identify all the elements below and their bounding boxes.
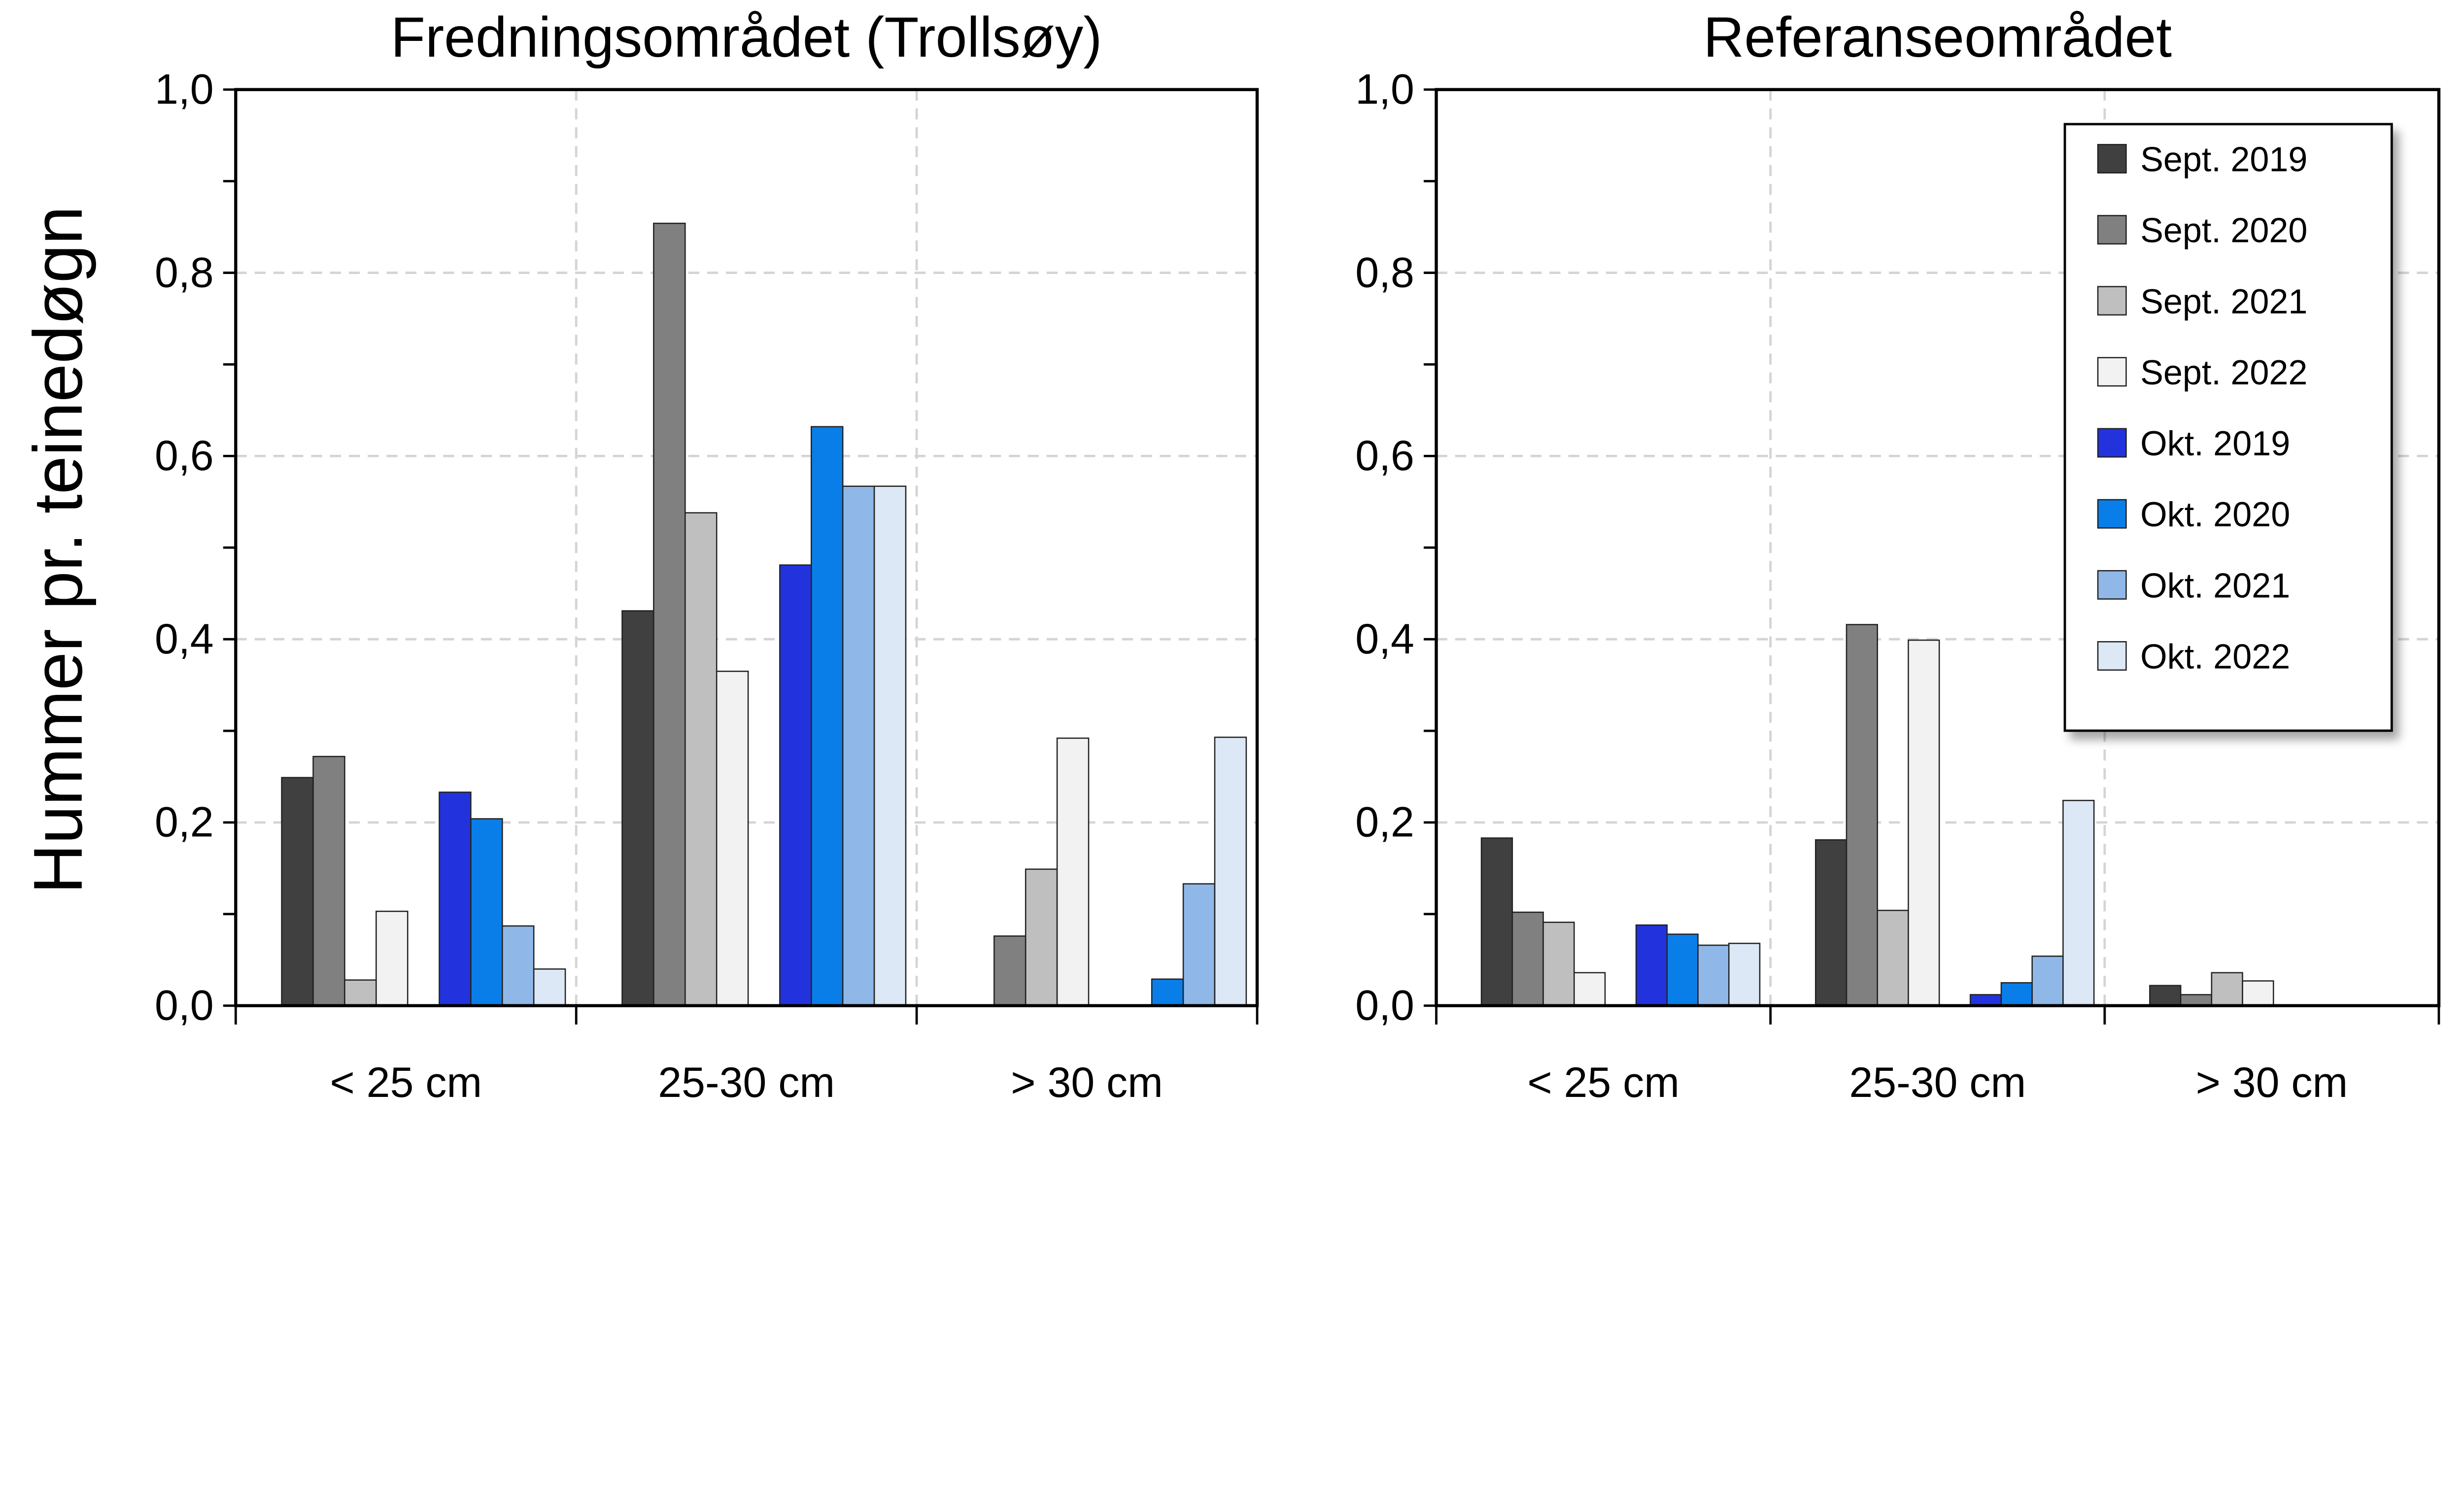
bar-okt-2022-1 bbox=[2062, 800, 2095, 1007]
bar-okt-2021-1 bbox=[2031, 955, 2064, 1007]
legend-swatch bbox=[2097, 428, 2127, 458]
bar-sept-2022-1 bbox=[1908, 639, 1940, 1007]
legend-label: Okt. 2022 bbox=[2140, 637, 2290, 676]
bar-sept-2022-2 bbox=[2242, 980, 2274, 1007]
legend: Sept. 2019 Sept. 2020 Sept. 2021 Sept. 2022… bbox=[2063, 123, 2393, 732]
bar-sept-2021-1 bbox=[684, 512, 718, 1007]
y-tick-label: 0,4 bbox=[1355, 615, 1414, 663]
legend-swatch bbox=[2097, 499, 2127, 529]
bar-sept-2022-1 bbox=[716, 670, 749, 1007]
legend-swatch bbox=[2097, 215, 2127, 245]
legend-swatch bbox=[2097, 286, 2127, 316]
y-tick-label: 0,4 bbox=[155, 615, 214, 663]
bar-sept-2020-2 bbox=[2180, 994, 2213, 1007]
x-tick-label: < 25 cm bbox=[330, 1059, 482, 1106]
legend-label: Okt. 2021 bbox=[2140, 566, 2290, 605]
legend-label: Sept. 2021 bbox=[2140, 282, 2307, 321]
bar-okt-2022-2 bbox=[1214, 736, 1247, 1007]
panel-fredningsomradet: Fredningsområdet (Trollsøy) 0,0 0,2 0,4 0,6 0… bbox=[155, 6, 1259, 1106]
y-tick-label: 0,2 bbox=[1355, 799, 1414, 846]
bar-sept-2021-2 bbox=[2211, 972, 2243, 1007]
x-tick-label: < 25 cm bbox=[1527, 1059, 1679, 1106]
legend-swatch bbox=[2097, 641, 2127, 671]
bar-okt-2020-0 bbox=[470, 818, 503, 1007]
y-tick-label: 0,8 bbox=[155, 249, 214, 296]
bar-sept-2019-1 bbox=[1814, 839, 1848, 1007]
legend-label: Sept. 2020 bbox=[2140, 211, 2307, 250]
legend-swatch bbox=[2097, 357, 2127, 387]
bar-sept-2022-2 bbox=[1056, 737, 1090, 1007]
y-tick-label: 0,8 bbox=[1355, 249, 1414, 296]
legend-label: Okt. 2020 bbox=[2140, 495, 2290, 534]
bar-okt-2021-0 bbox=[502, 925, 535, 1007]
panel-referanseomradet: Referanseområdet 0,0 0,2 0,4 0,6 0,8 1,0 < 25 c… bbox=[1355, 6, 2441, 1106]
y-tick-label: 0,0 bbox=[1355, 982, 1414, 1029]
bar-okt-2022-0 bbox=[1728, 943, 1761, 1007]
bar-sept-2020-0 bbox=[1511, 911, 1544, 1007]
bar-okt-2019-0 bbox=[1635, 924, 1668, 1007]
bar-sept-2021-0 bbox=[1542, 921, 1575, 1007]
bar-sept-2021-1 bbox=[1877, 910, 1909, 1007]
bar-okt-2019-0 bbox=[439, 791, 472, 1007]
bar-sept-2019-1 bbox=[621, 610, 654, 1007]
legend-label: Sept. 2019 bbox=[2140, 140, 2307, 179]
bar-okt-2019-1 bbox=[1969, 994, 2002, 1007]
y-tick-label: 0,6 bbox=[1355, 432, 1414, 479]
y-tick-label: 0,0 bbox=[155, 982, 214, 1029]
bar-sept-2020-1 bbox=[1846, 624, 1878, 1007]
bar-sept-2022-0 bbox=[376, 911, 409, 1007]
bar-sept-2020-0 bbox=[312, 755, 345, 1007]
legend-swatch bbox=[2097, 144, 2127, 174]
bar-sept-2021-2 bbox=[1025, 868, 1058, 1007]
x-tick-label: 25-30 cm bbox=[658, 1059, 835, 1106]
chart-figure: Hummer pr. teinedøgn Fredningsområdet (T… bbox=[19, 6, 2441, 1106]
bar-okt-2020-2 bbox=[1151, 978, 1184, 1007]
bar-sept-2019-0 bbox=[281, 777, 314, 1007]
bar-okt-2022-1 bbox=[873, 485, 907, 1007]
bar-sept-2022-0 bbox=[1573, 972, 1606, 1007]
plot-frame bbox=[234, 88, 1259, 1008]
y-tick-label: 0,2 bbox=[155, 799, 214, 846]
bar-sept-2020-2 bbox=[993, 935, 1027, 1007]
bar-sept-2021-0 bbox=[344, 979, 377, 1007]
chart-title: Referanseområdet bbox=[1703, 6, 2172, 69]
y-tick-label: 1,0 bbox=[155, 66, 214, 113]
legend-swatch bbox=[2097, 570, 2127, 600]
chart-title: Fredningsområdet (Trollsøy) bbox=[391, 6, 1102, 69]
x-tick-label: 25-30 cm bbox=[1849, 1059, 2026, 1106]
bar-okt-2019-1 bbox=[779, 564, 812, 1007]
bar-okt-2020-1 bbox=[2000, 982, 2033, 1007]
bar-sept-2020-1 bbox=[653, 222, 686, 1007]
x-tick-label: > 30 cm bbox=[1011, 1059, 1163, 1106]
bar-okt-2021-1 bbox=[842, 485, 875, 1007]
y-tick-label: 1,0 bbox=[1355, 66, 1414, 113]
bar-sept-2019-2 bbox=[2149, 985, 2182, 1007]
y-axis-label: Hummer pr. teinedøgn bbox=[19, 206, 97, 894]
bar-okt-2020-0 bbox=[1666, 933, 1699, 1007]
y-tick-label: 0,6 bbox=[155, 432, 214, 479]
bar-okt-2020-1 bbox=[811, 426, 844, 1007]
plot-frame bbox=[1435, 88, 2441, 1008]
bar-okt-2021-2 bbox=[1182, 883, 1216, 1007]
legend-label: Okt. 2019 bbox=[2140, 424, 2290, 463]
bar-sept-2019-0 bbox=[1480, 837, 1513, 1007]
legend-label: Sept. 2022 bbox=[2140, 353, 2307, 392]
x-tick-label: > 30 cm bbox=[2196, 1059, 2348, 1106]
bar-okt-2022-0 bbox=[533, 968, 566, 1007]
bar-okt-2021-0 bbox=[1697, 944, 1730, 1007]
